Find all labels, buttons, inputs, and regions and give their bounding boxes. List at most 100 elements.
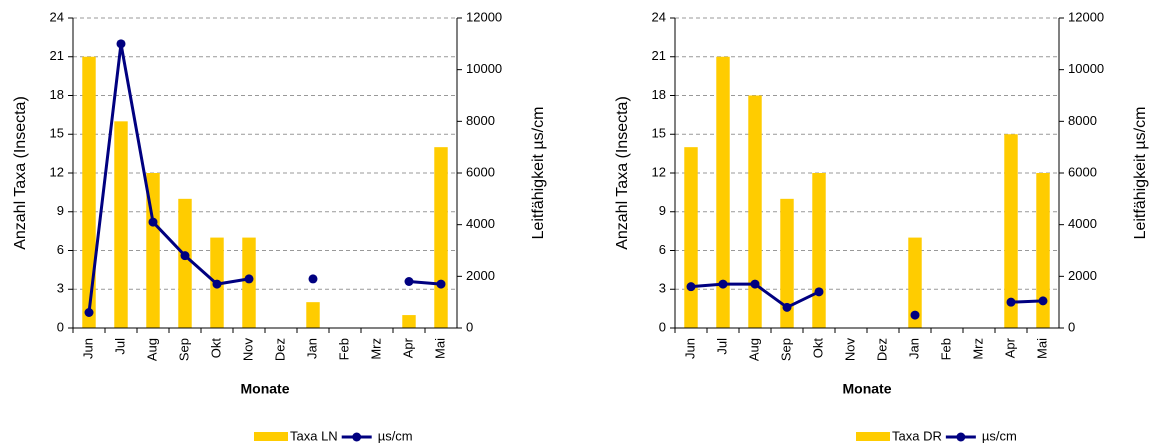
x-tick-label: Aug — [746, 338, 761, 361]
y2-tick-label: 0 — [466, 319, 473, 334]
line — [690, 282, 1044, 309]
marker — [404, 277, 414, 286]
marker — [244, 274, 254, 284]
y2-tick-label: 8000 — [1068, 113, 1097, 128]
y-tick-label: 18 — [50, 87, 64, 102]
y2-tick-label: 0 — [1068, 319, 1075, 334]
y2-tick-label: 2000 — [466, 268, 495, 283]
y-tick-label: 24 — [50, 9, 64, 24]
x-tick-label: Jan — [304, 338, 319, 359]
y-tick-label: 0 — [659, 319, 666, 334]
marker — [1006, 297, 1016, 307]
y-tick-label: 6 — [57, 242, 64, 257]
bar — [812, 173, 826, 328]
line — [87, 42, 442, 313]
bar — [306, 302, 320, 328]
marker — [116, 39, 126, 49]
y2-tick-label: 12000 — [1068, 9, 1104, 24]
bar — [748, 95, 762, 328]
y-tick-label: 9 — [659, 203, 666, 218]
y-tick-label: 6 — [659, 242, 666, 257]
y-tick-label: 12 — [652, 164, 666, 179]
x-tick-label: Nov — [842, 338, 857, 362]
x-tick-label: Jan — [906, 338, 921, 359]
x-axis-title: Monate — [843, 381, 892, 397]
bar — [1004, 134, 1018, 328]
x-tick-label: Dez — [874, 338, 889, 361]
x-tick-label: Okt — [810, 338, 825, 359]
x-tick-label: Sep — [176, 338, 191, 361]
marker — [84, 308, 94, 317]
y2-tick-label: 8000 — [466, 113, 495, 128]
y-tick-label: 15 — [50, 126, 64, 141]
bar — [716, 56, 730, 328]
marker — [910, 310, 920, 320]
legend-label: µs/cm — [982, 428, 1017, 443]
x-axis-title: Monate — [241, 381, 290, 397]
bar — [434, 147, 448, 328]
x-tick-label: Dez — [272, 338, 287, 361]
y2-tick-label: 12000 — [466, 9, 502, 24]
bar — [780, 198, 794, 328]
bar — [82, 56, 96, 328]
x-tick-label: Jul — [112, 338, 127, 355]
marker — [686, 282, 696, 292]
y2-tick-label: 2000 — [1068, 268, 1097, 283]
marker — [750, 279, 760, 289]
x-tick-label: Nov — [240, 338, 255, 362]
y-tick-label: 21 — [50, 48, 64, 63]
x-tick-label: Jun — [682, 338, 697, 359]
x-tick-label: Apr — [1002, 337, 1017, 358]
x-tick-label: Okt — [208, 338, 223, 359]
y2-tick-label: 6000 — [466, 164, 495, 179]
y2-tick-label: 4000 — [466, 216, 495, 231]
y2-tick-label: 6000 — [1068, 164, 1097, 179]
legend-swatch — [254, 432, 288, 441]
marker — [308, 274, 318, 284]
y-tick-label: 15 — [652, 126, 666, 141]
marker — [814, 287, 824, 297]
bar — [114, 121, 128, 328]
legend-label: Taxa DR — [892, 428, 942, 443]
x-tick-label: Apr — [400, 337, 415, 358]
x-tick-label: Mai — [432, 338, 447, 359]
y-tick-label: 3 — [57, 281, 64, 296]
x-tick-label: Mrz — [970, 338, 985, 360]
legend-label: µs/cm — [378, 428, 413, 443]
x-tick-label: Sep — [778, 338, 793, 361]
bar — [402, 315, 416, 328]
bar — [1036, 173, 1050, 328]
y-axis-title: Anzahl Taxa (Insecta) — [12, 96, 29, 250]
marker — [1038, 296, 1048, 306]
y2-axis-title: Leitfähigkeit µs/cm — [1132, 107, 1149, 240]
bar — [908, 237, 922, 328]
x-tick-label: Feb — [938, 338, 953, 360]
y-tick-label: 9 — [57, 203, 64, 218]
marker — [148, 217, 158, 227]
marker — [212, 279, 222, 289]
legend-marker — [352, 432, 362, 442]
x-tick-label: Aug — [144, 338, 159, 361]
legend-swatch — [856, 432, 890, 441]
y2-axis-title: Leitfähigkeit µs/cm — [530, 107, 547, 240]
y-axis-title: Anzahl Taxa (Insecta) — [614, 96, 631, 250]
y-tick-label: 0 — [57, 319, 64, 334]
y2-tick-label: 10000 — [1068, 61, 1104, 76]
y-tick-label: 21 — [652, 48, 666, 63]
marker — [718, 279, 728, 289]
legend-marker — [956, 432, 966, 442]
x-tick-label: Mrz — [368, 338, 383, 360]
bar — [684, 147, 698, 328]
y2-tick-label: 10000 — [466, 61, 502, 76]
marker — [180, 251, 190, 261]
x-tick-label: Feb — [336, 338, 351, 360]
y2-tick-label: 4000 — [1068, 216, 1097, 231]
marker — [436, 279, 446, 289]
y-tick-label: 3 — [659, 281, 666, 296]
x-tick-label: Jul — [714, 338, 729, 355]
y-tick-label: 12 — [50, 164, 64, 179]
y-tick-label: 18 — [652, 87, 666, 102]
marker — [782, 302, 792, 312]
